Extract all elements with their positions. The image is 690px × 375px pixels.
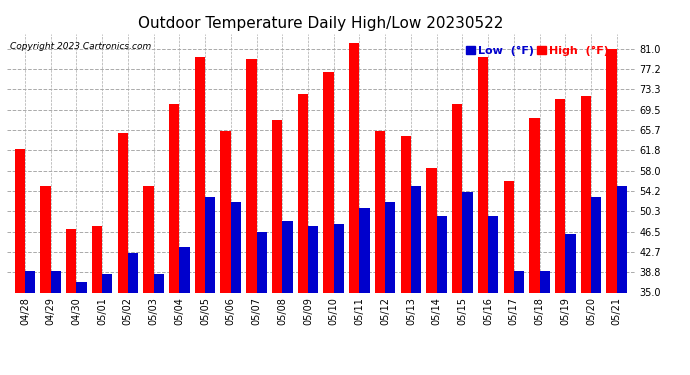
Bar [169, 104, 179, 375]
Bar [25, 271, 35, 375]
Bar [607, 49, 617, 375]
Bar [205, 197, 215, 375]
Bar [581, 96, 591, 375]
Bar [308, 226, 318, 375]
Bar [385, 202, 395, 375]
Bar [297, 94, 308, 375]
Bar [50, 271, 61, 375]
Bar [77, 282, 87, 375]
Bar [154, 274, 164, 375]
Text: Copyright 2023 Cartronics.com: Copyright 2023 Cartronics.com [10, 42, 151, 51]
Bar [375, 131, 385, 375]
Bar [324, 72, 334, 375]
Bar [478, 57, 488, 375]
Bar [504, 181, 514, 375]
Bar [102, 274, 112, 375]
Bar [282, 221, 293, 375]
Bar [92, 226, 102, 375]
Bar [359, 208, 370, 375]
Bar [144, 186, 154, 375]
Title: Outdoor Temperature Daily High/Low 20230522: Outdoor Temperature Daily High/Low 20230… [138, 16, 504, 31]
Bar [14, 149, 25, 375]
Bar [195, 57, 205, 375]
Bar [221, 131, 230, 375]
Bar [334, 224, 344, 375]
Bar [117, 134, 128, 375]
Bar [257, 231, 267, 375]
Bar [179, 248, 190, 375]
Bar [514, 271, 524, 375]
Bar [411, 186, 421, 375]
Bar [565, 234, 575, 375]
Bar [66, 229, 77, 375]
Bar [488, 216, 498, 375]
Bar [540, 271, 550, 375]
Bar [401, 136, 411, 375]
Bar [230, 202, 241, 375]
Bar [555, 99, 565, 375]
Bar [128, 253, 138, 375]
Bar [246, 59, 257, 375]
Bar [591, 197, 602, 375]
Bar [272, 120, 282, 375]
Bar [452, 104, 462, 375]
Bar [529, 117, 540, 375]
Bar [40, 186, 50, 375]
Bar [617, 186, 627, 375]
Bar [437, 216, 447, 375]
Bar [426, 168, 437, 375]
Legend: Low  (°F), High  (°F): Low (°F), High (°F) [464, 45, 611, 57]
Bar [462, 192, 473, 375]
Bar [349, 43, 359, 375]
